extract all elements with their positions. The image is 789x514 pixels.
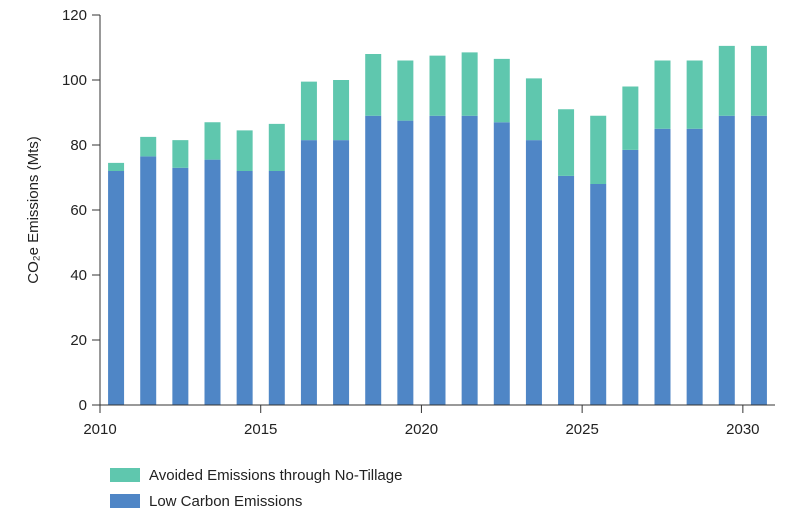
bar-avoided-2028 [686, 60, 703, 129]
legend-swatch-low-carbon [110, 494, 140, 508]
x-tick-label-2020: 2020 [405, 421, 438, 438]
legend: Avoided Emissions through No-Tillage Low… [110, 462, 402, 514]
y-tick-label-80: 80 [70, 137, 87, 154]
bar-avoided-2017 [333, 80, 350, 141]
y-tick-label-100: 100 [62, 72, 87, 89]
bars-layer [108, 45, 767, 406]
bar-avoided-2013 [204, 122, 221, 160]
bar-avoided-2014 [236, 130, 253, 172]
bar-avoided-2015 [268, 123, 285, 172]
bar-low-carbon-2024 [558, 175, 575, 406]
bar-avoided-2016 [300, 81, 317, 141]
bar-avoided-2012 [172, 140, 189, 168]
bar-avoided-2029 [718, 45, 735, 116]
y-tick-label-40: 40 [70, 267, 87, 284]
bar-avoided-2020 [429, 55, 446, 116]
bar-avoided-2018 [365, 54, 382, 116]
bar-avoided-2030 [750, 45, 767, 116]
bar-low-carbon-2010 [108, 171, 125, 405]
bar-low-carbon-2014 [236, 171, 253, 405]
bar-low-carbon-2017 [333, 140, 350, 406]
bar-avoided-2019 [397, 60, 414, 121]
bar-low-carbon-2025 [590, 184, 607, 405]
bar-low-carbon-2015 [268, 171, 285, 405]
axes-layer: 0 20 40 60 80 100 120 2010 2015 2020 2025 2030 [62, 7, 775, 438]
bar-low-carbon-2020 [429, 115, 446, 405]
legend-item-avoided: Avoided Emissions through No-Tillage [110, 462, 402, 488]
bar-low-carbon-2018 [365, 115, 382, 405]
y-axis-title: CO₂e Emissions (Mts) [25, 136, 42, 284]
bar-low-carbon-2013 [204, 159, 221, 406]
bar-avoided-2023 [525, 78, 542, 141]
x-tick-label-2010: 2010 [83, 421, 116, 438]
bar-avoided-2025 [590, 115, 607, 184]
x-tick-label-2025: 2025 [565, 421, 598, 438]
bar-avoided-2010 [108, 162, 125, 172]
bar-low-carbon-2026 [622, 149, 639, 406]
legend-swatch-avoided [110, 468, 140, 482]
bar-low-carbon-2012 [172, 167, 189, 405]
bar-low-carbon-2028 [686, 128, 703, 405]
legend-label-low-carbon: Low Carbon Emissions [149, 492, 303, 510]
bar-low-carbon-2016 [300, 140, 317, 406]
legend-item-low-carbon: Low Carbon Emissions [110, 488, 402, 514]
bar-avoided-2027 [654, 60, 671, 129]
bar-avoided-2024 [558, 109, 575, 176]
bar-avoided-2021 [461, 52, 478, 116]
bar-low-carbon-2021 [461, 115, 478, 405]
stacked-bar-chart: 0 20 40 60 80 100 120 2010 2015 2020 2025 2030 CO₂e… [25, 7, 775, 438]
bar-avoided-2022 [493, 58, 510, 123]
bar-low-carbon-2029 [718, 115, 735, 405]
y-tick-label-20: 20 [70, 332, 87, 349]
x-tick-label-2015: 2015 [244, 421, 277, 438]
bar-avoided-2026 [622, 86, 639, 150]
y-tick-label-0: 0 [79, 397, 87, 414]
legend-label-avoided: Avoided Emissions through No-Tillage [149, 466, 403, 484]
bar-low-carbon-2030 [750, 115, 767, 405]
y-tick-label-60: 60 [70, 202, 87, 219]
x-tick-label-2030: 2030 [726, 421, 759, 438]
bar-avoided-2011 [140, 136, 157, 157]
bar-low-carbon-2023 [525, 140, 542, 406]
bar-low-carbon-2019 [397, 120, 414, 406]
bar-low-carbon-2027 [654, 128, 671, 405]
bar-low-carbon-2011 [140, 156, 157, 405]
y-tick-label-120: 120 [62, 7, 87, 24]
bar-low-carbon-2022 [493, 122, 510, 405]
